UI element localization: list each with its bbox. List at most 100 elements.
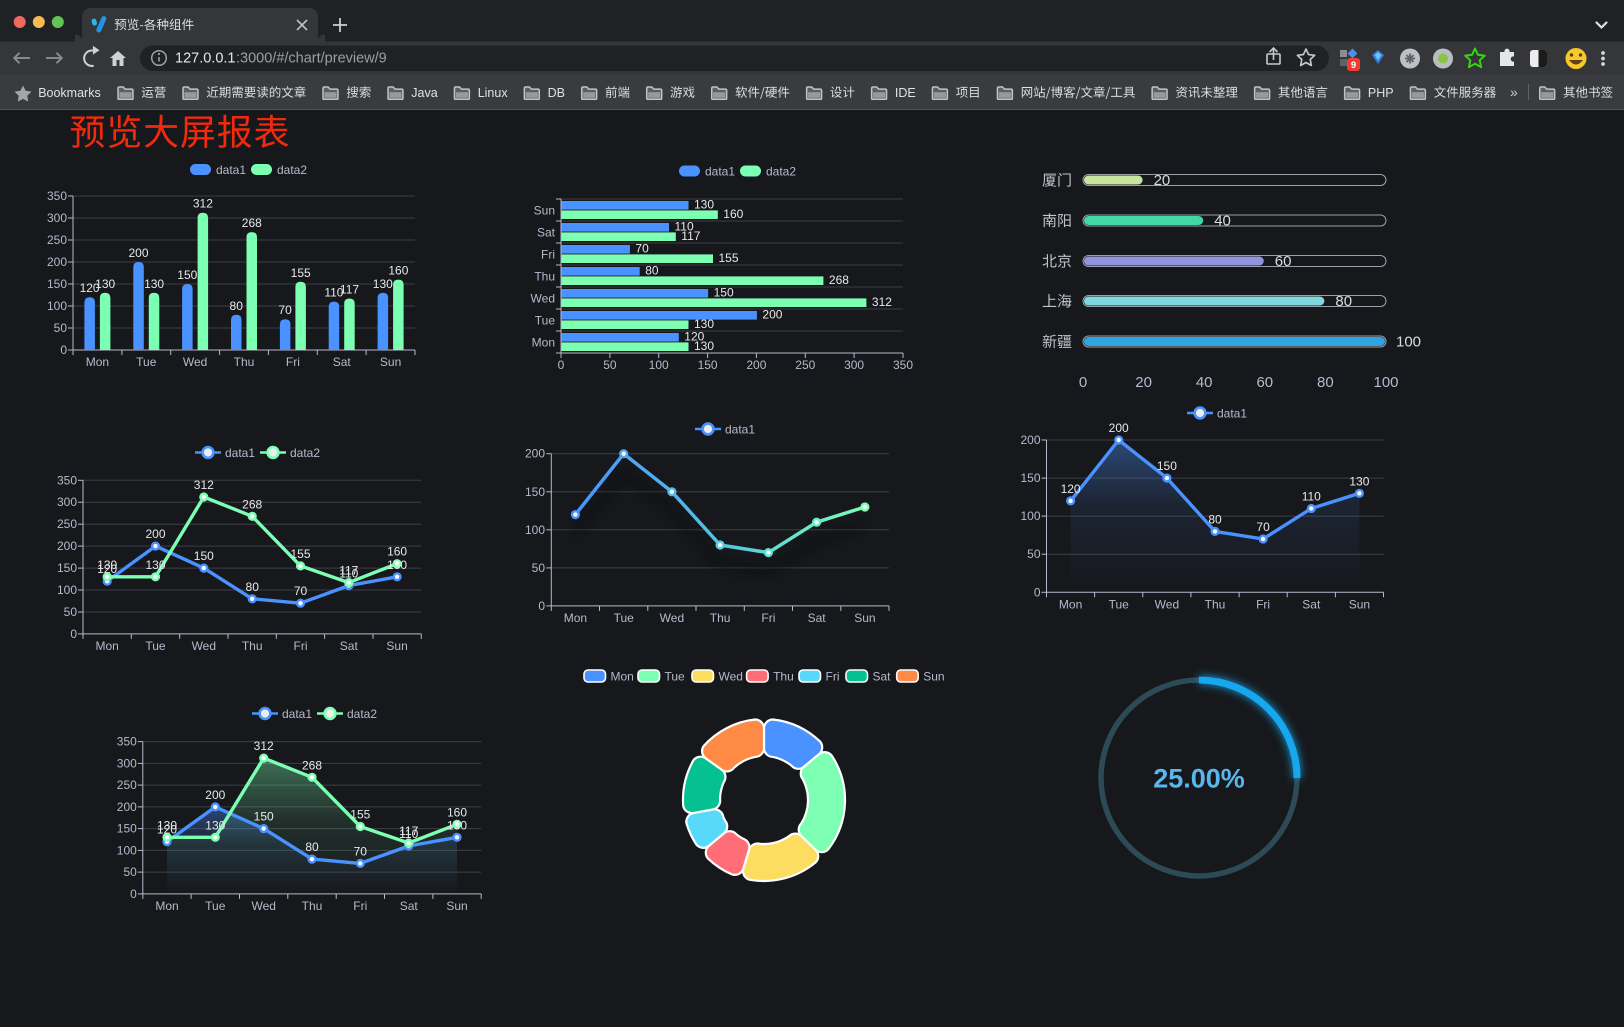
svg-text:150: 150 [47,277,67,291]
svg-text:150: 150 [254,810,274,824]
svg-text:Sun: Sun [380,355,401,369]
svg-text:data1: data1 [705,165,735,179]
svg-text:150: 150 [714,286,734,300]
svg-text:Wed: Wed [192,639,216,653]
svg-text:50: 50 [1027,547,1041,561]
svg-text:200: 200 [205,788,225,802]
svg-text:120: 120 [80,281,100,295]
svg-text:117: 117 [340,283,359,297]
svg-text:50: 50 [54,321,68,335]
svg-text:150: 150 [177,268,197,282]
svg-text:268: 268 [302,758,322,772]
svg-text:250: 250 [57,517,77,531]
svg-text:130: 130 [205,818,225,832]
svg-text:Mon: Mon [1059,597,1082,611]
svg-text:Fri: Fri [826,670,840,684]
svg-text:Thu: Thu [534,270,555,284]
svg-text:40: 40 [1214,213,1231,230]
svg-text:100: 100 [1396,334,1421,351]
svg-text:110: 110 [324,286,343,300]
svg-text:Tue: Tue [205,899,226,913]
svg-text:150: 150 [194,549,214,563]
svg-text:130: 130 [694,317,714,331]
svg-text:250: 250 [117,778,137,792]
svg-text:Thu: Thu [242,639,263,653]
svg-text:Sat: Sat [400,899,419,913]
svg-text:25.00%: 25.00% [1153,764,1245,794]
svg-text:data1: data1 [1217,407,1247,421]
svg-text:Sat: Sat [333,355,352,369]
svg-text:PHP: PHP [1368,86,1394,100]
svg-text:117: 117 [681,229,700,243]
svg-text:150: 150 [698,358,718,372]
svg-text:100: 100 [649,358,669,372]
svg-text:100: 100 [525,523,545,537]
svg-text:300: 300 [47,211,67,225]
svg-text:0: 0 [70,627,77,641]
svg-text:110: 110 [675,220,694,234]
svg-text:80: 80 [1208,512,1222,526]
svg-text:200: 200 [1020,433,1040,447]
svg-text:Sat: Sat [873,670,892,684]
svg-text:300: 300 [117,756,137,770]
svg-text:0: 0 [538,599,545,613]
svg-text:Tue: Tue [1109,597,1130,611]
svg-text:Sat: Sat [537,226,556,240]
svg-text:Sat: Sat [808,611,827,625]
svg-text:Wed: Wed [531,292,555,306]
svg-text:160: 160 [723,207,743,221]
svg-text:DB: DB [548,86,565,100]
svg-text:Thu: Thu [710,611,731,625]
svg-text:0: 0 [130,887,137,901]
svg-text:350: 350 [893,358,913,372]
svg-text:200: 200 [746,358,766,372]
svg-text:data2: data2 [290,446,320,460]
svg-text:Sun: Sun [854,611,875,625]
svg-text:Fri: Fri [1256,597,1270,611]
svg-text:150: 150 [57,561,77,575]
svg-text:80: 80 [1317,374,1334,391]
svg-text:200: 200 [525,447,545,461]
svg-text:200: 200 [145,527,165,541]
svg-text:0: 0 [1034,585,1041,599]
svg-text:0: 0 [1079,374,1087,391]
svg-text:120: 120 [1061,482,1081,496]
svg-text:data2: data2 [766,165,796,179]
svg-text:300: 300 [57,495,77,509]
svg-text:Thu: Thu [1205,597,1226,611]
svg-text:350: 350 [57,473,77,487]
svg-text::3000/#/chart/preview/9: :3000/#/chart/preview/9 [236,51,387,67]
svg-text:Sun: Sun [446,899,467,913]
svg-text:Sun: Sun [534,204,555,218]
svg-text:100: 100 [57,583,77,597]
svg-text:150: 150 [117,822,137,836]
svg-text:150: 150 [1020,471,1040,485]
svg-text:117: 117 [339,564,358,578]
svg-text:130: 130 [447,818,467,832]
svg-text:Fri: Fri [541,248,555,262]
svg-text:80: 80 [305,840,319,854]
svg-text:80: 80 [230,299,244,313]
svg-text:Mon: Mon [96,639,119,653]
svg-text:130: 130 [694,339,714,353]
svg-text:155: 155 [290,547,310,561]
svg-text:Mon: Mon [564,611,587,625]
svg-text:110: 110 [399,827,418,841]
svg-text:50: 50 [123,865,137,879]
svg-text:data1: data1 [725,423,755,437]
svg-text:155: 155 [291,266,311,280]
svg-text:155: 155 [719,251,739,265]
svg-text:Thu: Thu [302,899,323,913]
svg-text:70: 70 [635,242,649,256]
svg-text:130: 130 [97,558,117,572]
svg-text:312: 312 [872,295,892,309]
svg-text:130: 130 [157,818,177,832]
svg-text:»: » [1510,84,1518,100]
svg-text:100: 100 [47,299,67,313]
svg-text:Wed: Wed [660,611,684,625]
svg-text:Linux: Linux [478,86,509,100]
svg-text:100: 100 [1020,509,1040,523]
svg-text:Bookmarks: Bookmarks [38,86,101,100]
svg-text:312: 312 [194,478,214,492]
svg-text:60: 60 [1275,253,1292,270]
